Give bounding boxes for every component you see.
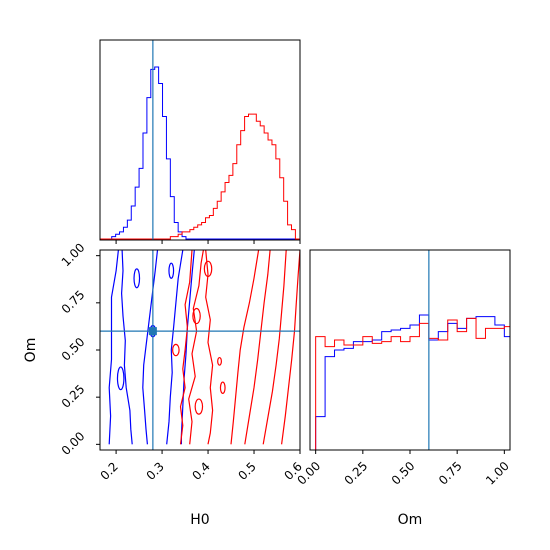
contour-series-1-island-1 (133, 268, 141, 289)
om-x-tick-label-4: 0.75 (436, 459, 465, 488)
om-x-tick-label-1: 0.00 (294, 459, 323, 488)
contour-truth-marker (148, 327, 157, 336)
contour-series-2-island-5 (219, 381, 226, 394)
contour-series-1-island-4 (168, 262, 175, 279)
contour-series-1-level-4 (108, 250, 119, 445)
contour-series-1-level-1 (120, 250, 133, 445)
contour-series-2-level-3 (262, 250, 287, 445)
om-y-tick-label-5: 1.00 (59, 240, 88, 269)
om-x-tick-label-5: 1.00 (483, 459, 512, 488)
contour-series-2-level-5 (188, 250, 204, 445)
contour-series-1-level-3 (166, 250, 184, 445)
h0-tick-label-4: 0.5 (235, 459, 258, 482)
h0-tick-label-3: 0.4 (190, 459, 213, 482)
contour-series-1-level-2 (142, 250, 159, 445)
contour-series-2-island-3 (172, 343, 180, 357)
om-y-tick-label-1: 0.00 (59, 429, 88, 458)
contour-series-1-island-2 (116, 366, 125, 391)
contour-series-2-level-2 (244, 250, 271, 445)
y-axis-label-om: Om (23, 338, 39, 363)
h0-tick-label-1: 0.2 (98, 459, 121, 482)
contour-series-2-island-1 (203, 260, 213, 278)
panel-h0-hist-frame (99, 39, 301, 241)
contour-series-2-island-6 (194, 398, 204, 415)
contour-series-2-level-1 (230, 250, 260, 445)
om-x-tick-label-2: 0.25 (342, 459, 371, 488)
om-x-tick-label-3: 0.50 (389, 459, 418, 488)
x-axis-label-om: Om (398, 512, 423, 528)
contour-series-2-island-2 (192, 307, 201, 325)
x-axis-label-h0: H0 (190, 512, 209, 528)
contour-series-1-level-5 (180, 250, 195, 445)
om-hist-series-2 (315, 317, 510, 450)
contour-series-2-level-6 (205, 250, 214, 445)
contour-series-2-level-7 (179, 250, 193, 445)
h0-tick-label-2: 0.3 (144, 459, 167, 482)
panel-h0-hist (99, 39, 301, 241)
panel-2d-contour (99, 249, 301, 451)
om-y-tick-label-2: 0.25 (59, 382, 88, 411)
om-y-tick-label-4: 0.75 (59, 288, 88, 317)
om-hist-series-1 (315, 314, 510, 450)
contour-series-2-level-4 (281, 250, 300, 445)
om-y-tick-label-3: 0.50 (59, 335, 88, 364)
panel-om-hist (309, 249, 511, 451)
h0-hist-series-1 (100, 66, 300, 240)
contour-series-2-island-4 (217, 356, 222, 366)
